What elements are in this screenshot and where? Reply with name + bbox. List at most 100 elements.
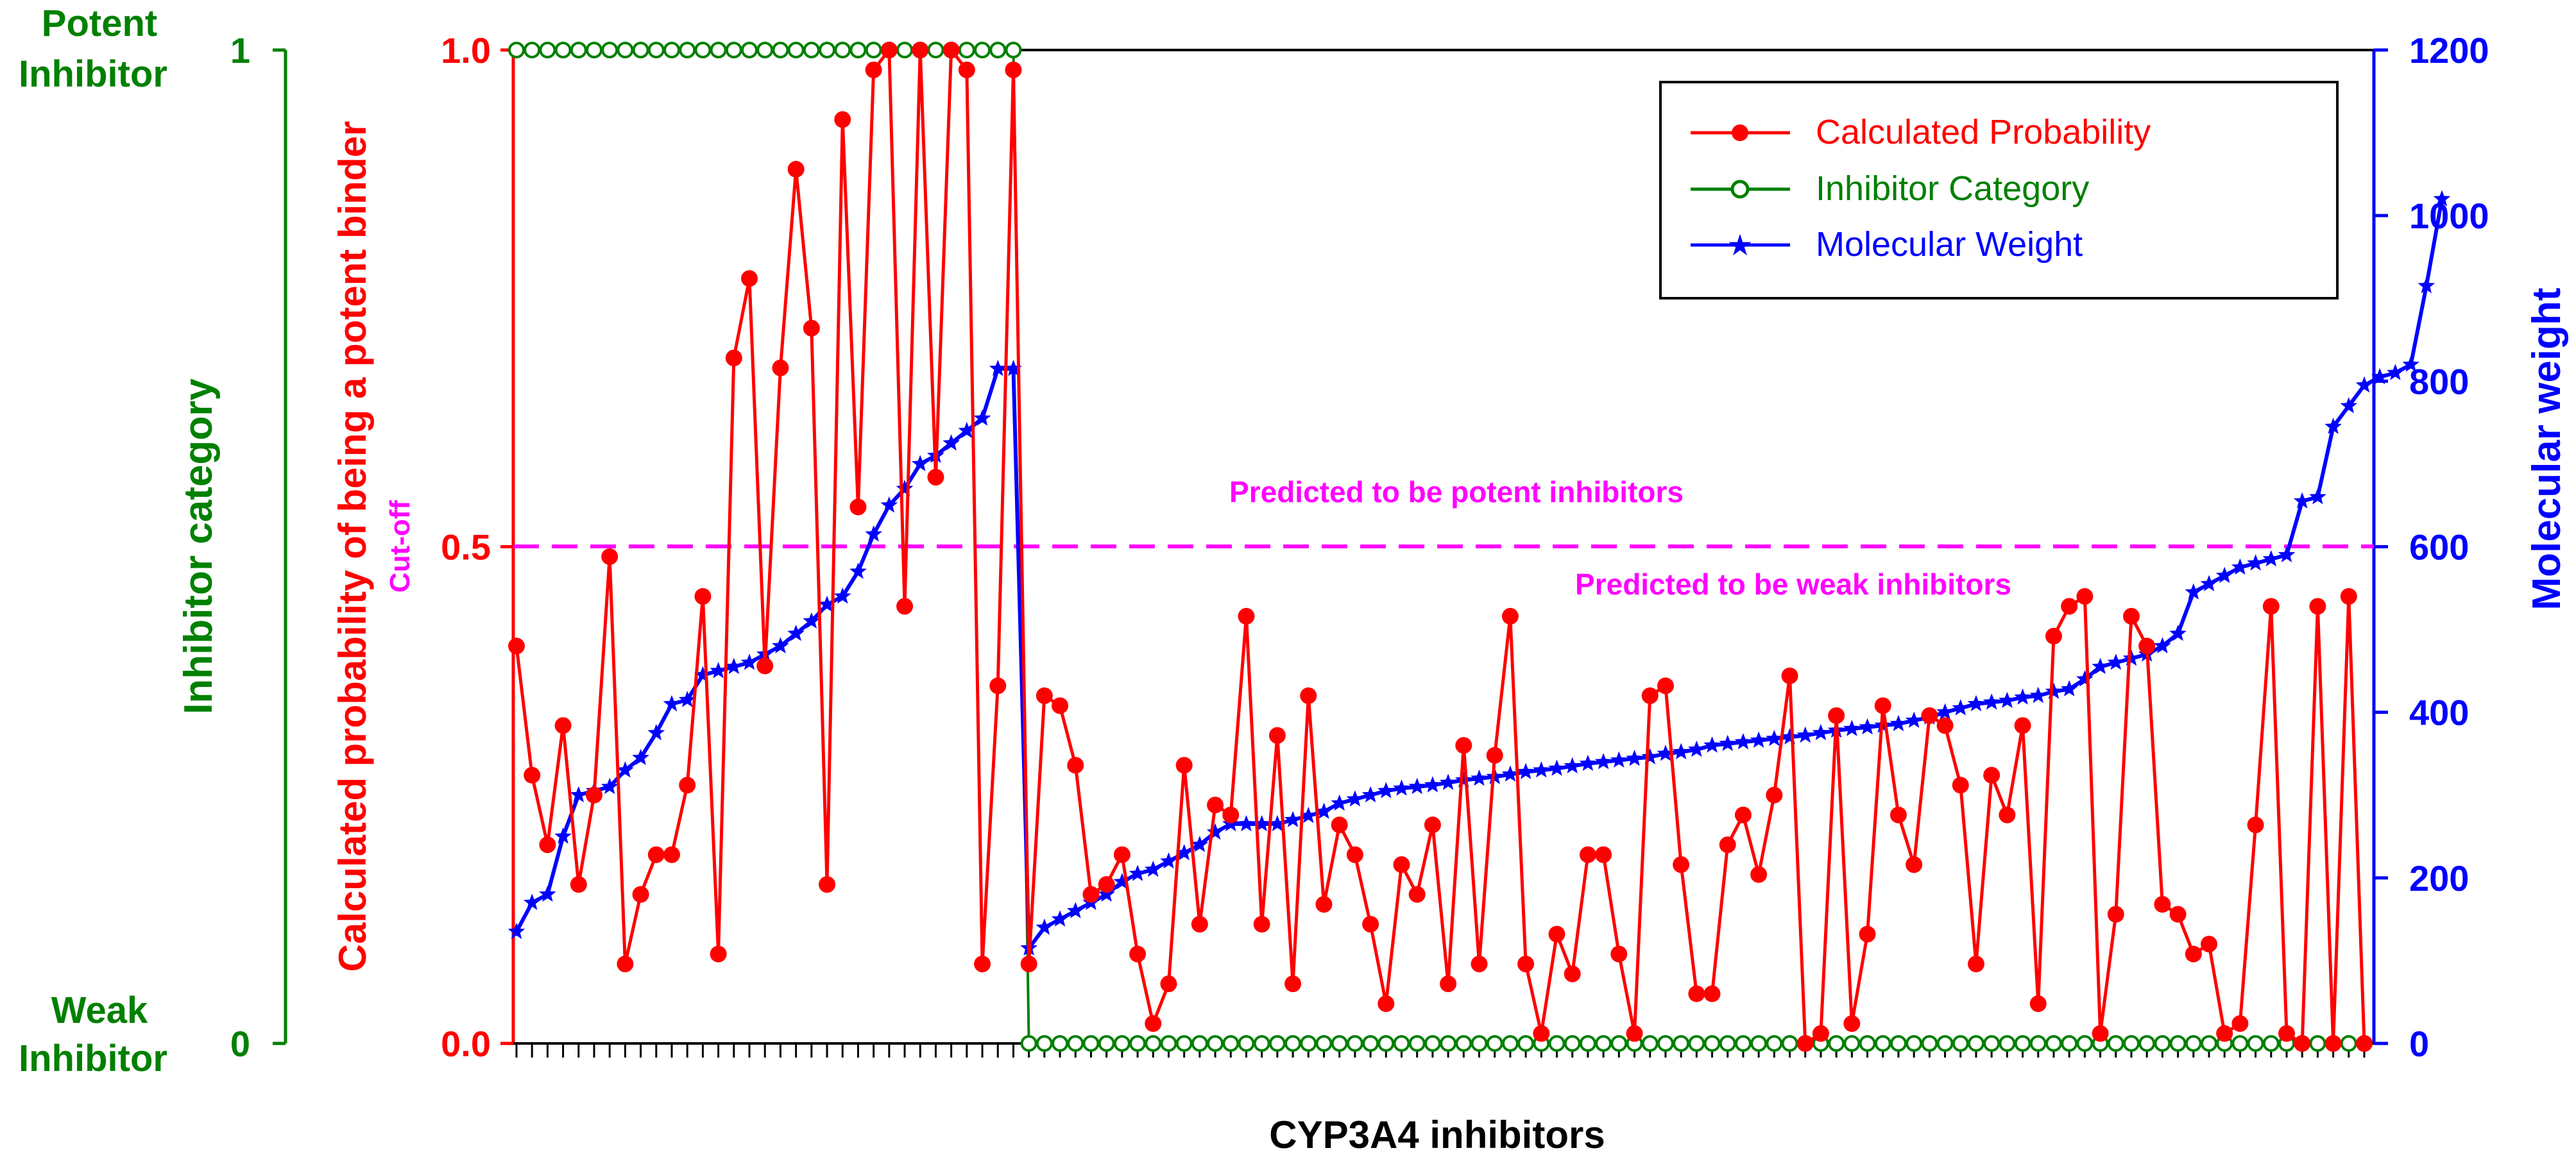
category-point bbox=[865, 42, 882, 58]
category-point bbox=[1145, 1035, 1162, 1052]
molecular-weight-point bbox=[1952, 699, 1970, 716]
molecular-weight-point bbox=[2262, 550, 2280, 567]
probability-point bbox=[2216, 1025, 2233, 1042]
molecular-weight-point bbox=[2169, 625, 2187, 641]
probability-point bbox=[2247, 816, 2264, 834]
molecular-weight-point bbox=[1610, 751, 1628, 768]
molecular-weight-point bbox=[2154, 637, 2171, 654]
molecular-weight-point bbox=[1688, 740, 1705, 757]
molecular-weight-point bbox=[2324, 418, 2342, 434]
probability-point bbox=[1859, 925, 1876, 943]
probability-point bbox=[508, 637, 525, 655]
right-tick-label: 1000 bbox=[2409, 196, 2489, 236]
inner-left-tick-label: 1.0 bbox=[441, 30, 491, 71]
legend-marker-molecular-weight: ★ bbox=[1727, 228, 1753, 262]
probability-point bbox=[1408, 886, 1426, 903]
molecular-weight-point bbox=[710, 662, 727, 679]
molecular-weight-point bbox=[2355, 376, 2373, 393]
probability-point bbox=[1673, 856, 1690, 873]
molecular-weight-point bbox=[2309, 488, 2326, 505]
category-point bbox=[1967, 1035, 1984, 1052]
category-point bbox=[958, 42, 975, 58]
legend: Calculated Probability Inhibitor Categor… bbox=[1659, 81, 2339, 299]
category-point bbox=[1424, 1035, 1441, 1052]
molecular-weight-point bbox=[1471, 769, 1488, 786]
outer-left-tick-label: 0 bbox=[230, 1024, 250, 1064]
inner-left-axis-ticks: 0.0 0.5 1.0 bbox=[441, 30, 513, 1064]
outer-left-axis-title: Inhibitor category bbox=[176, 378, 221, 714]
probability-point bbox=[1191, 916, 1208, 933]
probability-point bbox=[1098, 876, 1115, 893]
category-point bbox=[2107, 1035, 2124, 1052]
probability-point bbox=[1796, 1035, 1814, 1052]
probability-point bbox=[2278, 1025, 2295, 1042]
probability-point bbox=[1471, 956, 1488, 973]
category-point bbox=[1005, 42, 1022, 58]
probability-point bbox=[1067, 757, 1084, 774]
category-point bbox=[2122, 1035, 2140, 1052]
category-point bbox=[617, 42, 634, 58]
category-point bbox=[1766, 1035, 1783, 1052]
category-point bbox=[1610, 1035, 1628, 1052]
molecular-weight-point bbox=[1796, 726, 1814, 743]
molecular-weight-point bbox=[803, 612, 821, 628]
molecular-weight-point bbox=[1936, 703, 1954, 720]
molecular-weight-point bbox=[1672, 743, 1690, 759]
molecular-weight-point bbox=[1734, 733, 1752, 750]
legend-marker-probability bbox=[1732, 124, 1748, 141]
molecular-weight-point bbox=[2045, 682, 2063, 699]
molecular-weight-point bbox=[1719, 734, 1736, 751]
molecular-weight-point bbox=[973, 409, 991, 426]
inner-left-axis-title: Calculated probability of being a potent… bbox=[331, 121, 374, 972]
molecular-weight-point bbox=[865, 525, 882, 542]
molecular-weight-point bbox=[2185, 583, 2203, 600]
molecular-weight-point bbox=[1315, 802, 1333, 819]
probability-point bbox=[2185, 945, 2202, 963]
category-point bbox=[1921, 1035, 1938, 1052]
category-point bbox=[554, 42, 572, 58]
right-tick-label: 600 bbox=[2409, 527, 2469, 568]
probability-point bbox=[1486, 746, 1503, 764]
category-point bbox=[1828, 1035, 1845, 1052]
probability-point bbox=[1145, 1015, 1162, 1033]
probability-point bbox=[617, 956, 634, 973]
category-point bbox=[1346, 1035, 1363, 1052]
category-point bbox=[1889, 1035, 1907, 1052]
category-point bbox=[772, 42, 789, 58]
category-point bbox=[1440, 1035, 1457, 1052]
category-point bbox=[1222, 1035, 1240, 1052]
molecular-weight-point bbox=[2402, 355, 2419, 372]
category-point bbox=[1843, 1035, 1861, 1052]
molecular-weight-point bbox=[1206, 823, 1224, 840]
molecular-weight-point bbox=[2200, 575, 2218, 591]
molecular-weight-point bbox=[1812, 723, 1830, 741]
right-axis-title: Molecular weight bbox=[2525, 288, 2569, 611]
right-tick-label: 1200 bbox=[2409, 30, 2489, 71]
right-tick-label: 0 bbox=[2409, 1024, 2429, 1064]
legend-label-probability: Calculated Probability bbox=[1816, 113, 2151, 151]
category-point bbox=[2014, 1035, 2031, 1052]
probability-point bbox=[1766, 786, 1783, 804]
probability-point bbox=[1052, 697, 1069, 714]
category-point bbox=[1378, 1035, 1395, 1052]
molecular-weight-point bbox=[2340, 397, 2358, 414]
probability-point bbox=[663, 846, 681, 863]
category-point bbox=[1268, 1035, 1286, 1052]
category-point bbox=[1175, 1035, 1193, 1052]
probability-point bbox=[1082, 886, 1100, 903]
probability-point bbox=[1828, 707, 1845, 724]
probability-point bbox=[1579, 846, 1596, 863]
probability-point bbox=[1113, 846, 1130, 863]
probability-point bbox=[2138, 637, 2156, 655]
molecular-weight-point bbox=[647, 723, 665, 741]
probability-point bbox=[647, 846, 665, 863]
category-point bbox=[1952, 1035, 1969, 1052]
probability-point bbox=[1238, 607, 1255, 625]
category-point bbox=[741, 42, 758, 58]
probability-point bbox=[694, 587, 712, 605]
molecular-weight-point bbox=[1175, 844, 1193, 861]
probability-point bbox=[958, 61, 975, 78]
weak-inhibitor-label-line1: Weak bbox=[51, 990, 148, 1031]
molecular-weight-point bbox=[1533, 761, 1550, 778]
